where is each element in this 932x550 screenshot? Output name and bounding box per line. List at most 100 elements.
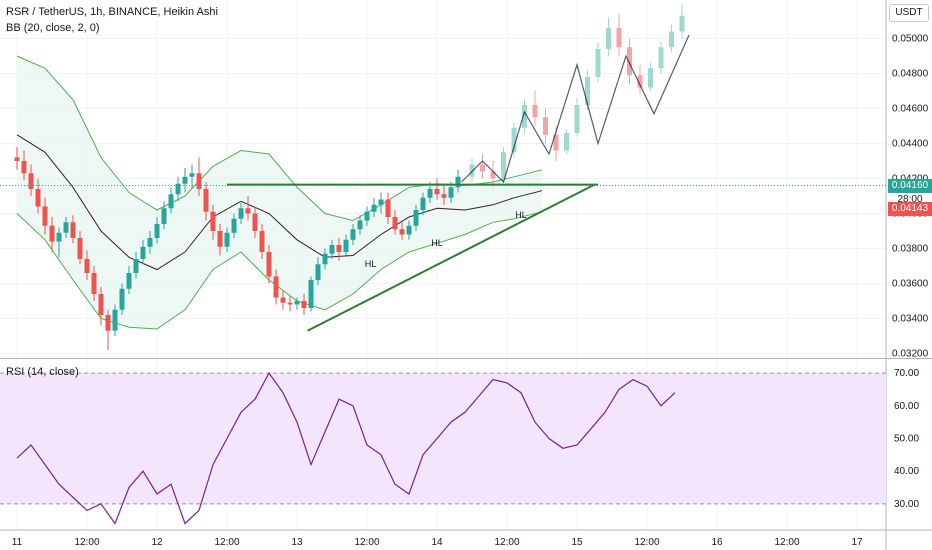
bollinger-basis xyxy=(16,134,543,271)
y-tick-label: 0.03400 xyxy=(892,314,929,325)
candle-body xyxy=(175,183,181,195)
bollinger-legend: BB (20, close, 2, 0) xyxy=(6,22,100,34)
candle-body xyxy=(154,224,160,238)
ascending-trendline xyxy=(307,183,595,332)
candle-body xyxy=(350,229,356,240)
x-tick-label: 12:00 xyxy=(74,537,99,548)
x-tick-label: 14 xyxy=(431,537,443,548)
candle-body xyxy=(648,68,653,88)
candle-body xyxy=(399,229,405,235)
rsi-line xyxy=(16,371,676,525)
candle-body xyxy=(35,189,41,207)
candle-body xyxy=(501,152,506,179)
candle-body xyxy=(161,208,167,224)
symbol-title: RSR / TetherUS, 1h, BINANCE, Heikin Ashi xyxy=(6,6,218,18)
candle-body xyxy=(28,173,34,189)
x-tick-label: 15 xyxy=(571,537,583,548)
candle-body xyxy=(364,211,370,221)
candle-body xyxy=(343,239,349,252)
candle-body xyxy=(585,77,590,105)
y-tick-label: 0.03200 xyxy=(892,349,929,360)
candle-body xyxy=(42,206,48,226)
candle-body xyxy=(406,225,412,235)
candle-body xyxy=(532,105,538,118)
x-tick-label: 12:00 xyxy=(214,537,239,548)
candle-body xyxy=(564,133,569,151)
candle-body xyxy=(420,197,426,210)
candle-body xyxy=(637,75,643,88)
candle-body xyxy=(210,211,216,231)
last-price-tag: 0.04160 xyxy=(888,178,932,193)
candle-body xyxy=(522,105,527,128)
candle-body xyxy=(371,204,377,212)
candle-body xyxy=(217,231,223,247)
annotation-hl: HL xyxy=(431,238,443,248)
candle-body xyxy=(280,297,286,303)
candle-body xyxy=(669,31,674,48)
candle-body xyxy=(511,127,517,153)
y-tick-label: 0.04400 xyxy=(892,139,929,150)
candle-body xyxy=(392,217,398,230)
candle-body xyxy=(448,187,454,198)
candle-body xyxy=(574,105,580,133)
x-tick-label: 17 xyxy=(851,537,863,548)
candle-body xyxy=(147,238,153,247)
candle-body xyxy=(329,245,335,254)
candle-body xyxy=(427,189,433,198)
candle-body xyxy=(490,171,496,179)
candle-body xyxy=(357,220,363,230)
annotation-hl: HL xyxy=(365,259,377,269)
candle-body xyxy=(658,47,664,69)
bollinger-fill xyxy=(17,56,542,329)
candle-body xyxy=(259,231,265,252)
candle-body xyxy=(273,276,279,298)
candle-body xyxy=(70,222,76,238)
candle-body xyxy=(294,301,300,305)
rsi-tick-label: 50.00 xyxy=(894,433,919,444)
currency-button[interactable]: USDT xyxy=(889,4,929,22)
candle-body xyxy=(336,245,342,252)
candle-body xyxy=(182,176,188,184)
candle-body xyxy=(140,246,146,259)
projection-path xyxy=(461,34,690,184)
y-tick-label: 0.05000 xyxy=(892,34,929,45)
candle-body xyxy=(105,315,111,331)
candle-body xyxy=(49,225,55,242)
candle-body xyxy=(168,194,174,209)
x-tick-label: 12:00 xyxy=(634,537,659,548)
candle-body xyxy=(231,218,237,233)
y-tick-label: 0.03600 xyxy=(892,279,929,290)
x-tick-label: 12:00 xyxy=(774,537,799,548)
candle-body xyxy=(133,259,139,273)
candle-body xyxy=(434,189,440,195)
candle-body xyxy=(84,259,90,273)
candle-body xyxy=(469,164,475,177)
candle-body xyxy=(91,273,97,294)
candle-body xyxy=(441,194,447,198)
candle-body xyxy=(245,208,251,214)
candle-body xyxy=(616,28,622,48)
candle-body xyxy=(543,117,548,135)
candle-body xyxy=(606,28,611,49)
rsi-tick-label: 40.00 xyxy=(894,466,919,477)
candle-body xyxy=(189,173,195,177)
candle-body xyxy=(679,15,685,32)
rsi-tick-label: 60.00 xyxy=(894,401,919,412)
candle-body xyxy=(56,232,62,242)
candle-body xyxy=(378,199,384,205)
x-tick-label: 12:00 xyxy=(354,537,379,548)
annotation-hl: HL xyxy=(515,210,527,220)
candle-body xyxy=(308,280,314,308)
candle-body xyxy=(322,253,328,265)
candle-body xyxy=(413,210,419,226)
y-tick-label: 0.04600 xyxy=(892,104,929,115)
candle-body xyxy=(119,288,125,310)
candle-body xyxy=(238,208,244,219)
candle-body xyxy=(553,134,559,151)
candle-body xyxy=(385,199,391,217)
candle-body xyxy=(224,232,230,247)
x-tick-label: 11 xyxy=(12,537,23,548)
candle-body xyxy=(112,309,118,331)
x-tick-label: 12 xyxy=(151,537,163,548)
